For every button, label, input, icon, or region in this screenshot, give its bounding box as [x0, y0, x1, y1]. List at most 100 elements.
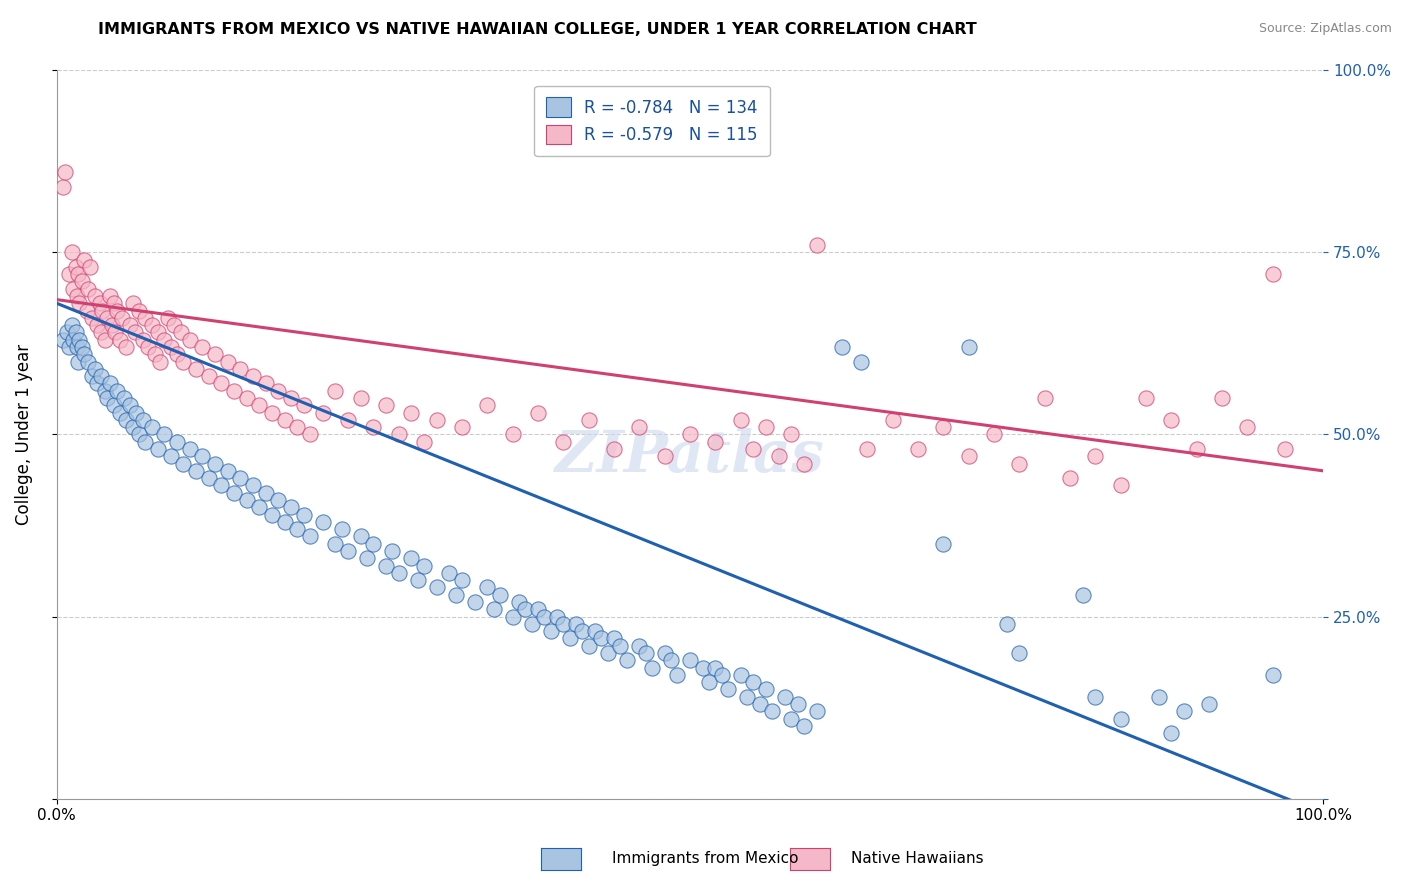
Point — [217, 464, 239, 478]
Point — [1008, 457, 1031, 471]
Point — [260, 508, 283, 522]
Point — [55, 326, 77, 340]
Point — [292, 508, 315, 522]
Point — [477, 581, 499, 595]
Point — [209, 376, 232, 391]
Point — [406, 573, 429, 587]
Point — [755, 420, 778, 434]
Point — [70, 274, 93, 288]
Point — [451, 420, 474, 434]
Point — [132, 413, 155, 427]
Point — [79, 260, 101, 274]
Text: Immigrants from Mexico: Immigrants from Mexico — [612, 851, 799, 865]
Point — [957, 340, 980, 354]
Point — [120, 398, 142, 412]
Point — [995, 616, 1018, 631]
Point — [489, 588, 512, 602]
Point — [1135, 391, 1157, 405]
Point — [336, 413, 359, 427]
Point — [273, 515, 295, 529]
Point — [444, 588, 467, 602]
Point — [780, 427, 803, 442]
Point — [280, 500, 302, 515]
Point — [273, 413, 295, 427]
Point — [280, 391, 302, 405]
Point — [146, 326, 169, 340]
Point — [191, 450, 214, 464]
Point — [235, 391, 257, 405]
Point — [1173, 704, 1195, 718]
Point — [520, 616, 543, 631]
Point — [62, 333, 84, 347]
Point — [679, 427, 702, 442]
Point — [260, 405, 283, 419]
Point — [209, 478, 232, 492]
Point — [121, 296, 143, 310]
Point — [229, 361, 252, 376]
Point — [77, 354, 100, 368]
Point — [755, 682, 778, 697]
Point — [1236, 420, 1258, 434]
Point — [104, 326, 127, 340]
Point — [191, 340, 214, 354]
Point — [704, 660, 727, 674]
Point — [628, 639, 651, 653]
Point — [527, 602, 550, 616]
Point — [76, 303, 98, 318]
Point — [508, 595, 530, 609]
Point — [197, 369, 219, 384]
Point — [107, 384, 129, 398]
Point — [1261, 668, 1284, 682]
Point — [583, 624, 606, 639]
Point — [184, 361, 207, 376]
Point — [540, 624, 562, 639]
Point — [1109, 712, 1132, 726]
Point — [780, 712, 803, 726]
Point — [591, 632, 613, 646]
Point — [67, 296, 90, 310]
Point — [482, 602, 505, 616]
Point — [247, 500, 270, 515]
Point — [957, 450, 980, 464]
Point — [204, 457, 226, 471]
Point — [146, 442, 169, 456]
Point — [361, 420, 384, 434]
Point — [546, 609, 568, 624]
Point — [413, 434, 436, 449]
Point — [107, 303, 129, 318]
Point — [553, 434, 575, 449]
Point — [565, 616, 588, 631]
Point — [166, 347, 188, 361]
Y-axis label: College, Under 1 year: College, Under 1 year — [15, 343, 32, 525]
Point — [242, 478, 264, 492]
Point — [735, 690, 758, 704]
Point — [145, 347, 167, 361]
Point — [52, 179, 75, 194]
Point — [786, 697, 808, 711]
Point — [502, 427, 524, 442]
Point — [222, 485, 245, 500]
Point — [98, 376, 121, 391]
Point — [98, 289, 121, 303]
Point — [1198, 697, 1220, 711]
Point — [1160, 413, 1182, 427]
Point — [381, 544, 404, 558]
Point — [55, 165, 77, 179]
Point — [73, 347, 96, 361]
Point — [115, 413, 138, 427]
Point — [80, 369, 103, 384]
Point — [60, 245, 83, 260]
Point — [60, 318, 83, 332]
Point — [1071, 588, 1094, 602]
Point — [1185, 442, 1208, 456]
Point — [184, 464, 207, 478]
Point — [204, 347, 226, 361]
Point — [67, 267, 90, 281]
Point — [742, 442, 765, 456]
Point — [932, 537, 955, 551]
Point — [120, 318, 142, 332]
Point — [153, 333, 176, 347]
Point — [298, 427, 321, 442]
Point — [86, 318, 108, 332]
Text: Native Hawaiians: Native Hawaiians — [851, 851, 983, 865]
